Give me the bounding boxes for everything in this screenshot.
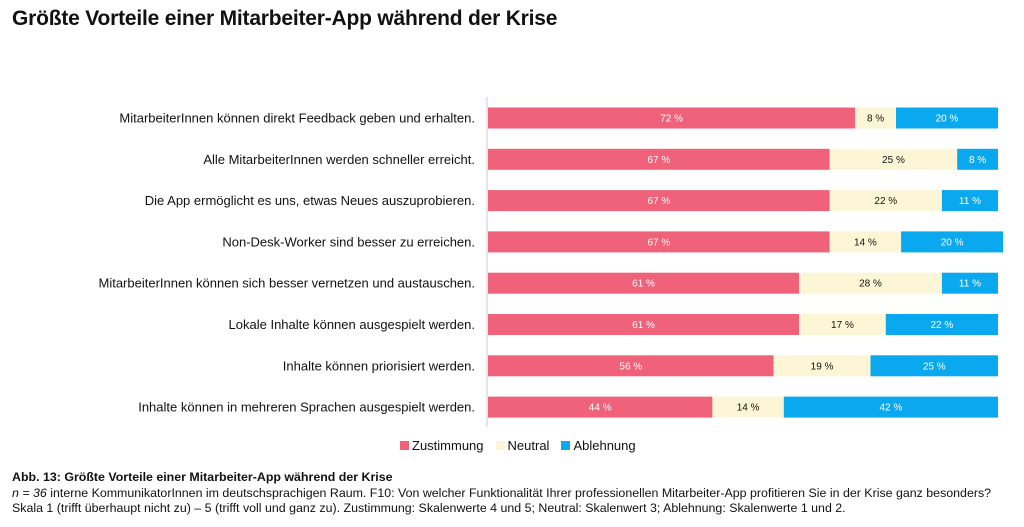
data-label: 67 %: [647, 237, 670, 248]
bar-segment-ablehnung: [896, 107, 998, 129]
bar-segment-ablehnung: [885, 314, 998, 335]
bar-segment-zustimmung: [488, 148, 830, 170]
stacked-bar-chart: MitarbeiterInnen können direkt Feedback …: [98, 97, 1004, 427]
data-label: 20 %: [941, 237, 964, 248]
bar-segment-neutral: [712, 396, 784, 418]
bar-segment-ablehnung: [957, 148, 998, 170]
bar-segment-zustimmung: [488, 107, 856, 129]
data-label: 22 %: [874, 196, 897, 207]
bar-segment-zustimmung: [488, 272, 800, 294]
category-labels: MitarbeiterInnen können direkt Feedback …: [98, 111, 475, 415]
category-label: Non-Desk-Worker sind besser zu erreichen…: [222, 234, 475, 249]
value-labels: 72 % 8 % 20 % 67 % 25 % 8 % 67 % 22 % 11 % 67 % 14…: [589, 114, 987, 414]
data-label: 61 %: [632, 320, 655, 331]
bar-segment-zustimmung: [488, 190, 830, 212]
data-label: 14 %: [854, 237, 877, 248]
bar-segment-ablehnung: [941, 190, 998, 212]
caption-sample-size: n = 36: [12, 485, 47, 500]
data-label: 67 %: [647, 155, 670, 166]
category-label: Alle MitarbeiterInnen werden schneller e…: [203, 152, 475, 167]
category-label: MitarbeiterInnen können direkt Feedback …: [119, 111, 475, 126]
legend-item-neutral: Neutral: [495, 438, 550, 453]
figure-caption: Abb. 13: Größte Vorteile einer Mitarbeit…: [12, 470, 1012, 517]
data-label: 17 %: [831, 320, 854, 331]
bar-segment-neutral: [773, 355, 871, 377]
data-label: 8 %: [969, 155, 986, 166]
data-label: 20 %: [936, 114, 959, 125]
chart-title: Größte Vorteile einer Mitarbeiter-App wä…: [12, 7, 558, 30]
bar-segment-ablehnung: [870, 355, 998, 377]
category-label: MitarbeiterInnen können sich besser vern…: [98, 276, 475, 291]
data-label: 25 %: [923, 361, 946, 372]
bar-segment-zustimmung: [488, 231, 830, 253]
data-label: 19 %: [811, 361, 834, 372]
data-label: 14 %: [737, 403, 760, 414]
data-label: 72 %: [660, 114, 683, 125]
bar-segment-neutral: [855, 107, 896, 129]
bar-segment-zustimmung: [488, 396, 713, 418]
bar-segment-ablehnung: [941, 272, 998, 294]
bar-segment-neutral: [799, 272, 942, 294]
legend-label-ablehnung: Ablehnung: [573, 438, 636, 453]
data-label: 11 %: [959, 196, 981, 207]
data-label: 22 %: [931, 320, 954, 331]
bars: [488, 107, 1004, 418]
legend-label-neutral: Neutral: [507, 438, 550, 453]
bar-segment-zustimmung: [488, 355, 774, 377]
category-label: Lokale Inhalte können ausgespielt werden…: [229, 317, 475, 332]
caption-heading: Abb. 13: Größte Vorteile einer Mitarbeit…: [12, 470, 393, 484]
category-label: Inhalte können priorisiert werden.: [283, 358, 475, 373]
bar-segment-neutral: [829, 148, 958, 170]
bar-segment-zustimmung: [488, 314, 800, 335]
data-label: 28 %: [859, 279, 882, 290]
legend-swatch-neutral: [495, 441, 505, 450]
bar-segment-neutral: [829, 190, 942, 212]
legend: Zustimmung Neutral Ablehnung: [400, 438, 640, 453]
legend-swatch-ablehnung: [561, 441, 571, 450]
bar-segment-neutral: [799, 314, 886, 335]
legend-swatch-zustimmung: [400, 441, 409, 450]
legend-item-ablehnung: Ablehnung: [561, 438, 636, 453]
data-label: 25 %: [882, 155, 905, 166]
data-label: 8 %: [867, 114, 884, 125]
caption-body: n = 36 interne KommunikatorInnen im deut…: [12, 486, 1012, 517]
category-label: Die App ermöglicht es uns, etwas Neues a…: [145, 193, 475, 208]
bar-segment-ablehnung: [901, 231, 1004, 253]
caption-text: interne KommunikatorInnen im deutschspra…: [12, 485, 992, 516]
data-label: 56 %: [619, 361, 642, 372]
data-label: 67 %: [647, 196, 670, 207]
bar-segment-ablehnung: [783, 396, 998, 418]
data-label: 44 %: [589, 403, 612, 414]
bar-segment-neutral: [829, 231, 902, 253]
legend-label-zustimmung: Zustimmung: [412, 438, 484, 453]
legend-item-zustimmung: Zustimmung: [400, 438, 484, 453]
data-label: 42 %: [880, 403, 903, 414]
data-label: 61 %: [632, 279, 655, 290]
category-label: Inhalte können in mehreren Sprachen ausg…: [138, 400, 475, 415]
data-label: 11 %: [959, 279, 981, 290]
